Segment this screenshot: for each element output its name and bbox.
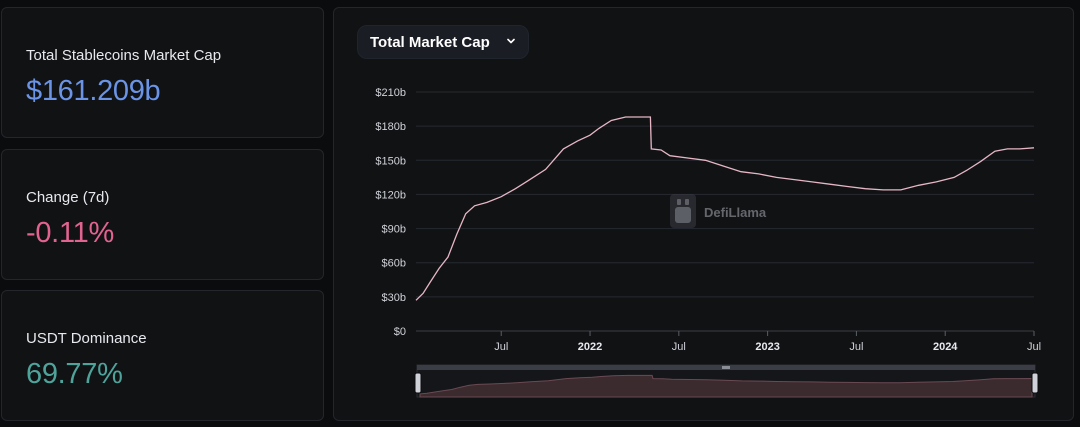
brush-top-grip[interactable] [722,366,730,369]
y-tick-label: $30b [382,292,406,304]
x-tick-label: 2022 [578,341,602,353]
x-tick-label: Jul [494,341,508,353]
y-tick-label: $60b [382,258,406,270]
market-cap-value: $161.209b [26,75,161,107]
x-tick-label: Jul [672,341,686,353]
x-axis: Jul 2022 Jul 2023 Jul 2024 Jul [494,331,1041,353]
brush-handle-right[interactable] [1031,372,1039,394]
y-tick-label: $0 [394,326,406,338]
chart-grid [416,91,1034,332]
brush-handle-left[interactable] [414,372,422,394]
y-tick-label: $210b [375,87,406,99]
metric-select-button[interactable]: Total Market Cap [357,25,529,59]
y-tick-label: $180b [375,121,406,133]
market-cap-label: Total Stablecoins Market Cap [26,47,222,64]
x-tick-label: Jul [849,341,863,353]
chevron-down-icon [507,38,515,44]
change-value: -0.11% [26,217,114,249]
y-tick-label: $90b [382,224,406,236]
brush-area [419,374,1033,398]
y-axis: $0 $30b $60b $90b $120b $150b $180b $210b [375,87,406,338]
chart-panel: Total Market Cap $0 $30b $60b $90b $120b $150… [333,7,1074,421]
stat-card-dominance: USDT Dominance 69.77% [1,290,324,421]
defillama-watermark: DefiLlama [670,194,767,228]
dominance-value: 69.77% [26,358,123,390]
x-tick-label: 2023 [755,341,779,353]
x-tick-label: 2024 [933,341,958,353]
stat-card-change: Change (7d) -0.11% [1,149,324,280]
series-line-total-market-cap [415,116,1035,301]
range-brush[interactable] [414,364,1039,398]
watermark-text: DefiLlama [704,205,767,220]
change-label: Change (7d) [26,189,110,206]
x-tick-label: Jul [1027,341,1041,353]
market-cap-chart[interactable]: $0 $30b $60b $90b $120b $150b $180b $210b Jul 20… [334,8,1075,422]
y-tick-label: $150b [375,155,406,167]
y-tick-label: $120b [375,189,406,201]
dominance-label: USDT Dominance [26,330,147,347]
metric-select-label: Total Market Cap [370,33,490,51]
stat-card-market-cap: Total Stablecoins Market Cap $161.209b [1,7,324,138]
